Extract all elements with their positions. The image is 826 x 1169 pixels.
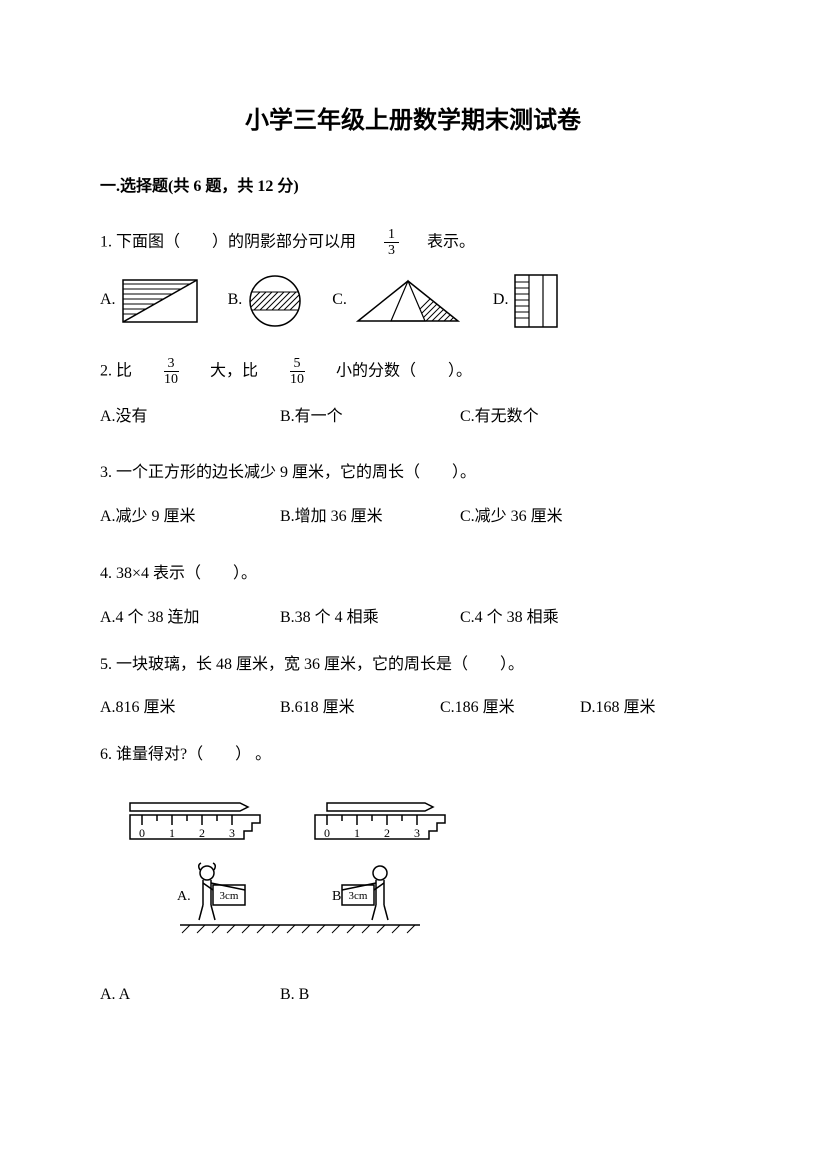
q1-shape-bars: [514, 274, 558, 328]
q5-optC: C.186 厘米: [440, 694, 580, 723]
q1-optC-label: C.: [332, 286, 347, 315]
q1-prefix: 1. 下面图（ ）的阴影部分可以用: [100, 234, 372, 251]
q5-optB: B.618 厘米: [280, 694, 440, 723]
q2-frac1: 3 10: [160, 356, 182, 388]
q6-signA: 3cm: [220, 890, 239, 902]
q4-text: 4. 38×4 表示（ ）。: [100, 560, 726, 589]
q1-suffix: 表示。: [411, 234, 475, 251]
q3-text: 3. 一个正方形的边长减少 9 厘米，它的周长（ ）。: [100, 459, 726, 488]
q6-optB: B. B: [280, 981, 460, 1010]
q1-optD-label: D.: [493, 286, 509, 315]
q4-optC: C.4 个 38 相乘: [460, 604, 559, 633]
question-5: 5. 一块玻璃，长 48 厘米，宽 36 厘米，它的周长是（ ）。 A.816 …: [100, 651, 726, 724]
q2-frac1-num: 3: [164, 356, 179, 372]
section-header: 一.选择题(共 6 题，共 12 分): [100, 173, 726, 202]
q3-optC: C.减少 36 厘米: [460, 503, 563, 532]
q5-text: 5. 一块玻璃，长 48 厘米，宽 36 厘米，它的周长是（ ）。: [100, 651, 726, 680]
q3-optA: A.减少 9 厘米: [100, 503, 280, 532]
q1-options: A. B.: [100, 274, 726, 328]
q1-option-a: A.: [100, 279, 198, 323]
q6-optA: A. A: [100, 981, 280, 1010]
q4-optB: B.38 个 4 相乘: [280, 604, 460, 633]
q1-fraction: 1 3: [384, 227, 399, 259]
q5-optD: D.168 厘米: [580, 694, 656, 723]
q5-options: A.816 厘米 B.618 厘米 C.186 厘米 D.168 厘米: [100, 694, 726, 723]
q2-p1: 2. 比: [100, 362, 148, 379]
q2-p3: 小的分数（ ）。: [320, 362, 472, 379]
q1-option-c: C.: [332, 276, 463, 326]
q2-options: A.没有 B.有一个 C.有无数个: [100, 403, 726, 432]
q1-frac-den: 3: [384, 243, 399, 258]
question-4: 4. 38×4 表示（ ）。 A.4 个 38 连加 B.38 个 4 相乘 C…: [100, 560, 726, 633]
q2-frac2-num: 5: [290, 356, 305, 372]
q6-r2: 2: [199, 826, 205, 840]
q6-svg: 0 1 2 3 0 1 2 3: [120, 785, 480, 945]
q2-frac2: 5 10: [286, 356, 308, 388]
question-1: 1. 下面图（ ）的阴影部分可以用 1 3 表示。 A. B.: [100, 227, 726, 328]
q1-shape-rect-hatched: [122, 279, 198, 323]
q6-rb2: 2: [384, 826, 390, 840]
q1-frac-num: 1: [384, 227, 399, 243]
q2-optB: B.有一个: [280, 403, 460, 432]
q2-optC: C.有无数个: [460, 403, 539, 432]
page-title: 小学三年级上册数学期末测试卷: [100, 100, 726, 143]
q2-p2: 大，比: [194, 362, 274, 379]
q1-text: 1. 下面图（ ）的阴影部分可以用 1 3 表示。: [100, 227, 726, 259]
q4-options: A.4 个 38 连加 B.38 个 4 相乘 C.4 个 38 相乘: [100, 604, 726, 633]
q1-optB-label: B.: [228, 286, 243, 315]
q3-optB: B.增加 36 厘米: [280, 503, 460, 532]
q2-frac2-den: 10: [286, 372, 308, 387]
q6-r3: 3: [229, 826, 235, 840]
q1-option-b: B.: [228, 274, 303, 328]
q2-optA: A.没有: [100, 403, 280, 432]
q1-optA-label: A.: [100, 286, 116, 315]
question-6: 6. 谁量得对?（ ） 。 0 1 2 3: [100, 741, 726, 1009]
q6-r1: 1: [169, 826, 175, 840]
q6-rb3: 3: [414, 826, 420, 840]
q6-figure: 0 1 2 3 0 1 2 3: [120, 785, 726, 956]
q6-options: A. A B. B: [100, 981, 726, 1010]
q2-text: 2. 比 3 10 大，比 5 10 小的分数（ ）。: [100, 356, 726, 388]
q6-labelA: A.: [177, 889, 191, 904]
q1-option-d: D.: [493, 274, 559, 328]
question-2: 2. 比 3 10 大，比 5 10 小的分数（ ）。 A.没有 B.有一个 C…: [100, 356, 726, 432]
q6-signB: 3cm: [349, 890, 368, 902]
q4-optA: A.4 个 38 连加: [100, 604, 280, 633]
q3-options: A.减少 9 厘米 B.增加 36 厘米 C.减少 36 厘米: [100, 503, 726, 532]
q1-shape-circle: [248, 274, 302, 328]
q6-rb0: 0: [324, 826, 330, 840]
q2-frac1-den: 10: [160, 372, 182, 387]
q1-shape-triangles: [353, 276, 463, 326]
question-3: 3. 一个正方形的边长减少 9 厘米，它的周长（ ）。 A.减少 9 厘米 B.…: [100, 459, 726, 532]
q6-rb1: 1: [354, 826, 360, 840]
q5-optA: A.816 厘米: [100, 694, 280, 723]
q6-r0: 0: [139, 826, 145, 840]
q6-text: 6. 谁量得对?（ ） 。: [100, 741, 726, 770]
